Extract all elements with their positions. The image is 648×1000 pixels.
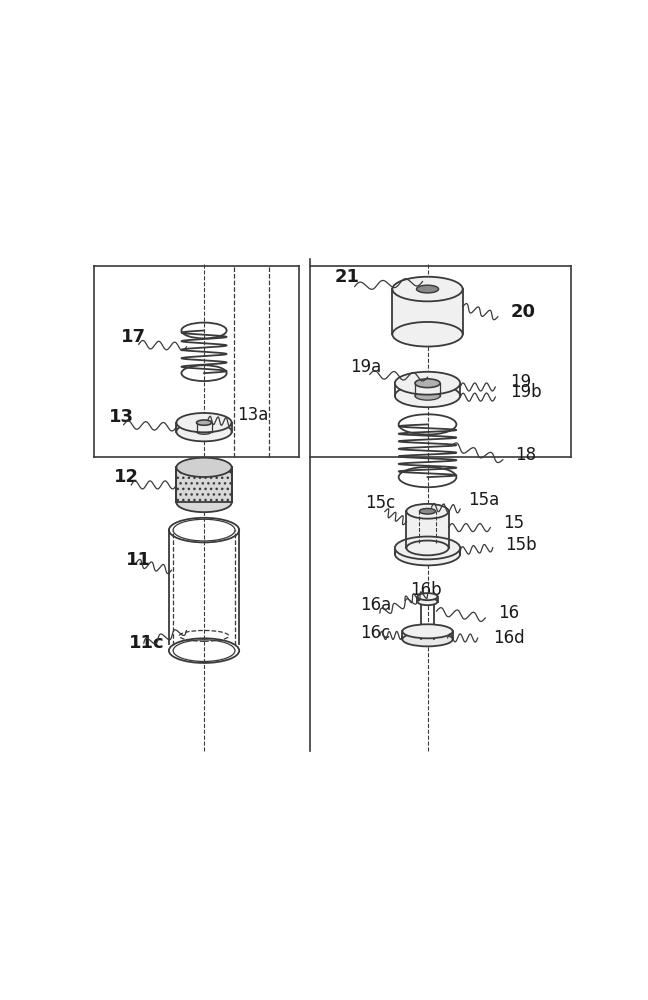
- Ellipse shape: [395, 384, 460, 407]
- Text: 11c: 11c: [129, 634, 165, 652]
- Text: 19b: 19b: [511, 383, 542, 401]
- Text: 11: 11: [126, 551, 151, 569]
- Text: 16d: 16d: [492, 629, 524, 647]
- Ellipse shape: [417, 285, 439, 293]
- Ellipse shape: [406, 541, 448, 555]
- Text: 16: 16: [498, 604, 519, 622]
- Ellipse shape: [176, 493, 232, 512]
- Ellipse shape: [419, 508, 435, 514]
- Ellipse shape: [196, 429, 211, 434]
- Ellipse shape: [196, 420, 211, 425]
- Text: 13a: 13a: [237, 406, 268, 424]
- Text: 16b: 16b: [410, 581, 441, 599]
- Text: 19: 19: [511, 373, 531, 391]
- Ellipse shape: [402, 632, 452, 646]
- Ellipse shape: [395, 537, 460, 559]
- Ellipse shape: [393, 322, 463, 347]
- Text: 17: 17: [121, 328, 146, 346]
- Text: 13: 13: [109, 408, 133, 426]
- Text: 20: 20: [511, 303, 535, 321]
- Bar: [176, 467, 232, 502]
- Text: 15c: 15c: [365, 494, 395, 512]
- Text: 15: 15: [503, 514, 524, 532]
- Ellipse shape: [417, 598, 437, 605]
- Bar: [406, 511, 448, 548]
- Ellipse shape: [176, 458, 232, 477]
- Ellipse shape: [406, 504, 448, 519]
- Ellipse shape: [395, 372, 460, 395]
- Text: 16a: 16a: [360, 596, 391, 614]
- Ellipse shape: [402, 624, 452, 638]
- Ellipse shape: [176, 422, 232, 441]
- Ellipse shape: [393, 277, 463, 301]
- Ellipse shape: [395, 543, 460, 565]
- Text: 15a: 15a: [468, 491, 499, 509]
- Ellipse shape: [415, 391, 440, 400]
- Text: 19a: 19a: [350, 358, 381, 376]
- Text: 12: 12: [113, 468, 139, 486]
- Ellipse shape: [417, 593, 437, 600]
- Text: 18: 18: [515, 446, 537, 464]
- Ellipse shape: [176, 413, 232, 432]
- Text: 21: 21: [334, 268, 360, 286]
- Text: 16c: 16c: [360, 624, 390, 642]
- Ellipse shape: [415, 379, 440, 388]
- Bar: [392, 289, 463, 334]
- Text: 15b: 15b: [505, 536, 537, 554]
